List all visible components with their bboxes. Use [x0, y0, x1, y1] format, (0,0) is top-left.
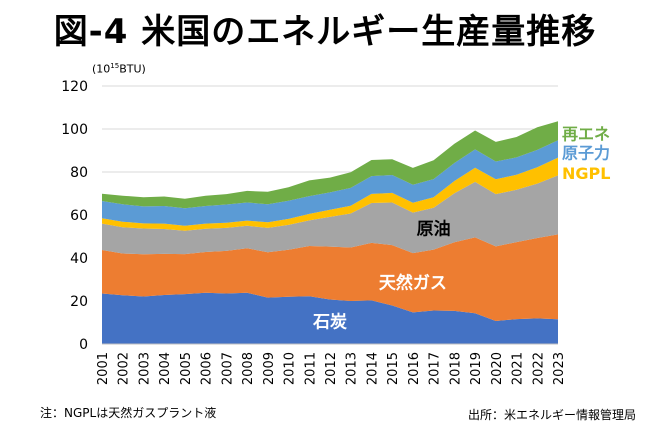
x-tick-label: 2003 — [137, 352, 152, 385]
series-area-再エネ — [102, 121, 558, 209]
series-area-原油 — [102, 175, 558, 255]
x-tick-label: 2021 — [511, 352, 526, 385]
y-tick-label: 60 — [70, 208, 88, 224]
area-label-原油: 原油 — [417, 219, 451, 240]
stacked-area-chart: 0 20 40 60 80 100 120 2001 2002 2003 2004 2005 2006 2… — [61, 79, 610, 385]
x-tick-label: 2018 — [448, 352, 463, 385]
series-area-石炭 — [102, 292, 558, 344]
x-tick-label: 2014 — [365, 352, 380, 385]
x-tick-label: 2001 — [96, 352, 111, 385]
x-tick-label: 2004 — [158, 352, 173, 385]
legend-label-NGPL: NGPL — [562, 164, 610, 183]
x-tick-label: 2012 — [324, 352, 339, 385]
y-tick-label: 0 — [79, 337, 88, 353]
series-area-天然ガス — [102, 234, 558, 321]
x-tick-label: 2022 — [531, 352, 546, 385]
x-tick-label: 2020 — [490, 352, 505, 385]
y-tick-label: 100 — [61, 122, 88, 138]
x-tick-label: 2016 — [407, 352, 422, 385]
y-tick-label: 120 — [61, 79, 88, 95]
x-tick-label: 2006 — [200, 352, 215, 385]
x-tick-label: 2019 — [469, 352, 484, 385]
y-axis-unit: (1015BTU) — [92, 62, 146, 76]
x-tick-label: 2015 — [386, 352, 401, 385]
area-label-天然ガス: 天然ガス — [379, 273, 447, 294]
area-label-石炭: 石炭 — [312, 312, 347, 333]
legend-label-再エネ: 再エネ — [562, 124, 610, 143]
x-tick-label: 2017 — [428, 352, 443, 385]
x-tick-label: 2007 — [220, 352, 235, 385]
x-tick-label: 2005 — [179, 352, 194, 385]
series-area-NGPL — [102, 157, 558, 231]
x-tick-label: 2009 — [262, 352, 277, 385]
series-area-原子力 — [102, 140, 558, 226]
y-tick-label: 40 — [70, 251, 88, 267]
x-tick-label: 2023 — [552, 352, 567, 385]
footnote: 注：NGPLは天然ガスプラント液 — [40, 406, 217, 420]
chart-title: 図-4 米国のエネルギー生産量推移 — [53, 12, 597, 52]
y-tick-label: 20 — [70, 294, 88, 310]
x-tick-label: 2002 — [117, 352, 132, 385]
x-tick-label: 2013 — [345, 352, 360, 385]
x-tick-label: 2008 — [241, 352, 256, 385]
source-note: 出所：米エネルギー情報管理局 — [467, 408, 636, 422]
legend-label-原子力: 原子力 — [562, 144, 610, 163]
x-tick-label: 2011 — [303, 352, 318, 385]
x-tick-label: 2010 — [283, 352, 298, 385]
y-tick-label: 80 — [70, 165, 88, 181]
